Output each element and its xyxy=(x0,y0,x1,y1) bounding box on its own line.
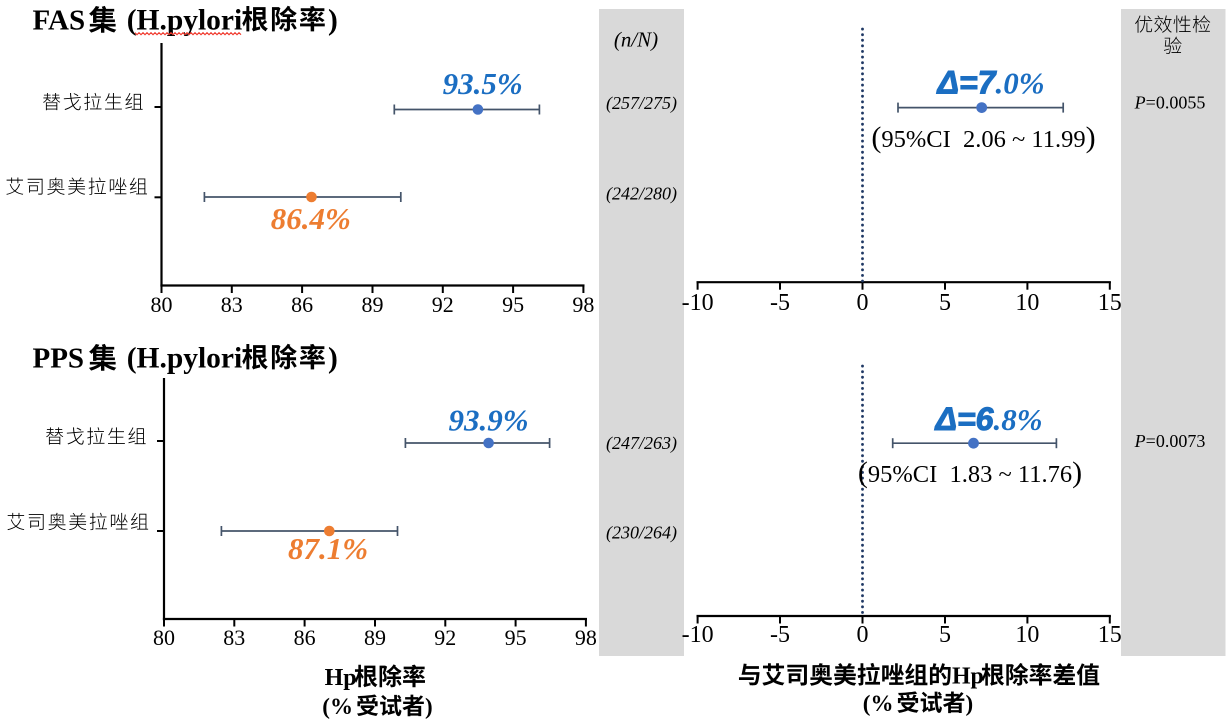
svg-text:P=0.0073: P=0.0073 xyxy=(1134,431,1206,451)
svg-text:Hp: Hp xyxy=(325,665,357,691)
svg-text:95: 95 xyxy=(505,625,527,650)
svg-text:5: 5 xyxy=(939,290,951,316)
svg-text:Δ=6.8%: Δ=6.8% xyxy=(934,401,1042,437)
svg-text:89: 89 xyxy=(362,292,384,317)
svg-text:92: 92 xyxy=(432,292,454,317)
svg-text:(95%CI 2.06 ~ 11.99): (95%CI 2.06 ~ 11.99) xyxy=(871,121,1095,154)
svg-text:86.4%: 86.4% xyxy=(271,201,351,236)
svg-text:92: 92 xyxy=(434,625,456,650)
svg-text:P=0.0055: P=0.0055 xyxy=(1134,93,1206,113)
svg-text:): ) xyxy=(328,343,338,375)
svg-text:86: 86 xyxy=(291,292,313,317)
svg-text:0: 0 xyxy=(857,290,869,316)
svg-text:): ) xyxy=(425,694,433,719)
svg-text:(242/280): (242/280) xyxy=(606,183,677,204)
svg-text:98: 98 xyxy=(572,292,594,317)
svg-text:): ) xyxy=(966,691,974,716)
svg-text:FAS: FAS xyxy=(33,5,86,37)
svg-text:-5: -5 xyxy=(770,290,790,316)
svg-text:(H.pylori: (H.pylori xyxy=(127,343,243,375)
svg-text:(n/N): (n/N) xyxy=(614,28,658,52)
svg-text:(H.pylori: (H.pylori xyxy=(127,5,243,37)
svg-text:80: 80 xyxy=(153,625,175,650)
svg-text:(95%CI 1.83 ~ 11.76): (95%CI 1.83 ~ 11.76) xyxy=(858,456,1082,489)
svg-text:93.5%: 93.5% xyxy=(443,66,523,101)
svg-text:5: 5 xyxy=(939,622,951,648)
svg-text:10: 10 xyxy=(1015,622,1039,648)
svg-text:(257/275): (257/275) xyxy=(606,93,677,114)
svg-text:Δ=7.0%: Δ=7.0% xyxy=(936,64,1044,100)
svg-text:87.1%: 87.1% xyxy=(288,531,368,566)
svg-text:-10: -10 xyxy=(682,290,714,316)
svg-text:98: 98 xyxy=(575,625,597,650)
svg-text:15: 15 xyxy=(1098,290,1122,316)
svg-text:-5: -5 xyxy=(770,622,790,648)
svg-text:0: 0 xyxy=(857,622,869,648)
svg-text:-10: -10 xyxy=(682,622,714,648)
svg-text:15: 15 xyxy=(1098,622,1122,648)
svg-text:95: 95 xyxy=(502,292,524,317)
svg-text:(%: (% xyxy=(322,694,358,719)
svg-text:83: 83 xyxy=(221,292,243,317)
svg-text:86: 86 xyxy=(294,625,316,650)
svg-text:): ) xyxy=(328,5,338,37)
svg-text:(%: (% xyxy=(863,691,899,716)
svg-text:10: 10 xyxy=(1015,290,1039,316)
svg-text:93.9%: 93.9% xyxy=(448,403,528,438)
svg-text:Hp: Hp xyxy=(952,664,984,690)
svg-text:89: 89 xyxy=(364,625,386,650)
svg-text:PPS: PPS xyxy=(33,343,85,375)
svg-text:83: 83 xyxy=(223,625,245,650)
svg-text:(247/263): (247/263) xyxy=(606,433,677,454)
svg-text:(230/264): (230/264) xyxy=(606,522,677,543)
svg-text:80: 80 xyxy=(151,292,173,317)
